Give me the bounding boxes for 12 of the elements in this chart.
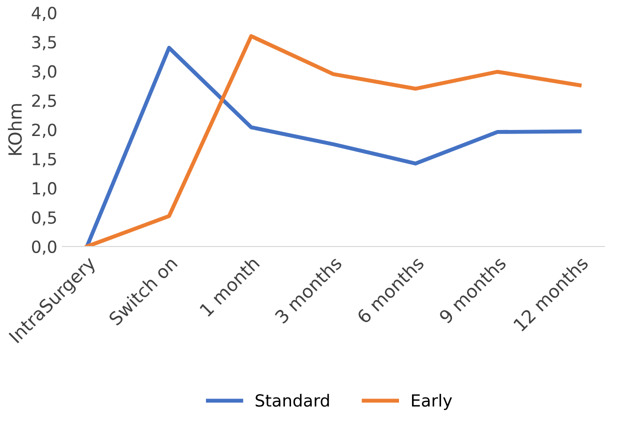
y-tick-label: 3,0 <box>32 65 56 80</box>
y-tick-label: 1,0 <box>32 182 56 196</box>
y-tick-label: 3,5 <box>32 36 56 50</box>
y-tick-label: 0,0 <box>32 240 56 255</box>
y-tick-label: 2,0 <box>32 124 56 138</box>
y-tick-label: 4,0 <box>32 6 56 22</box>
y-tick-label: 2,5 <box>32 94 56 109</box>
legend-label: Standard <box>256 394 329 407</box>
y-tick-label: 0,5 <box>32 211 56 226</box>
y-tick-label: 1,5 <box>32 153 56 168</box>
legend-label: Early <box>412 394 452 410</box>
y-axis-title: KOhm <box>8 104 22 155</box>
